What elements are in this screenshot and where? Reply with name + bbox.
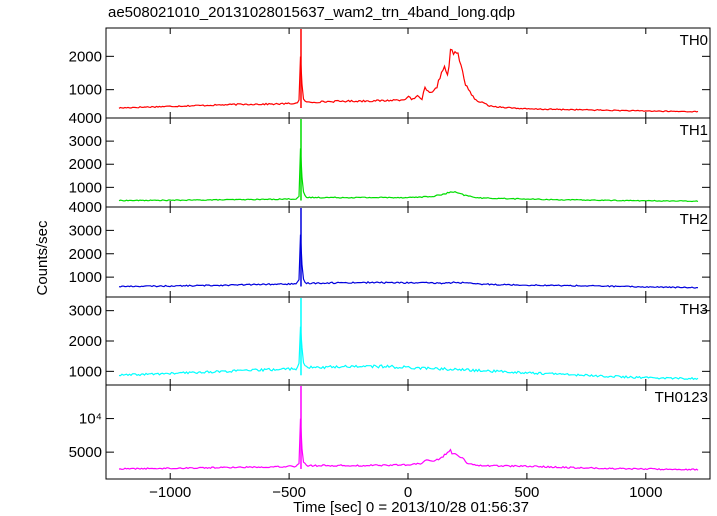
x-tick-label: 500 — [514, 484, 539, 501]
y-tick-label: 2000 — [69, 48, 102, 65]
y-tick-label: 3000 — [69, 303, 102, 320]
x-tick-label: 1000 — [629, 484, 662, 501]
y-tick-label: 10⁴ — [79, 411, 102, 428]
band-label-th0: TH0 — [680, 32, 708, 49]
y-tick-label: 2000 — [69, 246, 102, 263]
panel-frame — [105, 27, 711, 119]
band-label-th1: TH1 — [680, 122, 708, 139]
panel-frame — [105, 117, 711, 208]
y-tick-label: 1000 — [69, 363, 102, 380]
panel-th0123: 5000 10⁴ TH0123 — [69, 384, 711, 480]
chart-title: ae508021010_20131028015637_wam2_trn_4ban… — [108, 4, 515, 21]
y-tick-label: 3000 — [69, 222, 102, 239]
y-tick-label: 2000 — [69, 156, 102, 173]
series-line-th1 — [118, 148, 699, 203]
panel-th0: 1000 2000 TH0 — [69, 27, 711, 119]
chart-panels: 1000 2000 TH0 1000 2000 3000 4000 TH1 1000 2000 30… — [69, 27, 711, 501]
panel-th2: 1000 2000 3000 4000 TH2 — [69, 199, 711, 298]
y-tick-label: 3000 — [69, 133, 102, 150]
band-label-th3: TH3 — [680, 301, 708, 318]
series-line-th2 — [118, 234, 699, 289]
y-tick-label: 4000 — [69, 110, 102, 127]
panel-frame — [105, 296, 711, 386]
x-axis-label: Time [sec] 0 = 2013/10/28 01:56:37 — [293, 499, 529, 516]
band-label-th0123: TH0123 — [655, 389, 708, 406]
series-line-th0 — [118, 48, 699, 113]
y-tick-label: 1000 — [69, 82, 102, 99]
y-tick-label: 1000 — [69, 179, 102, 196]
x-tick-label: −500 — [272, 484, 306, 501]
series-line-th3 — [118, 326, 699, 381]
y-tick-label: 5000 — [69, 444, 102, 461]
y-tick-label: 2000 — [69, 333, 102, 350]
x-tick-label: 0 — [404, 484, 412, 501]
band-label-th2: TH2 — [680, 211, 708, 228]
y-tick-label: 1000 — [69, 269, 102, 286]
y-tick-label: 4000 — [69, 199, 102, 216]
panel-th3: 1000 2000 3000 TH3 — [69, 296, 711, 386]
series-line-th0123 — [118, 418, 699, 471]
x-tick-label: −1000 — [149, 484, 191, 501]
y-axis-label: Counts/sec — [34, 220, 51, 296]
panel-th1: 1000 2000 3000 4000 TH1 — [69, 110, 711, 208]
